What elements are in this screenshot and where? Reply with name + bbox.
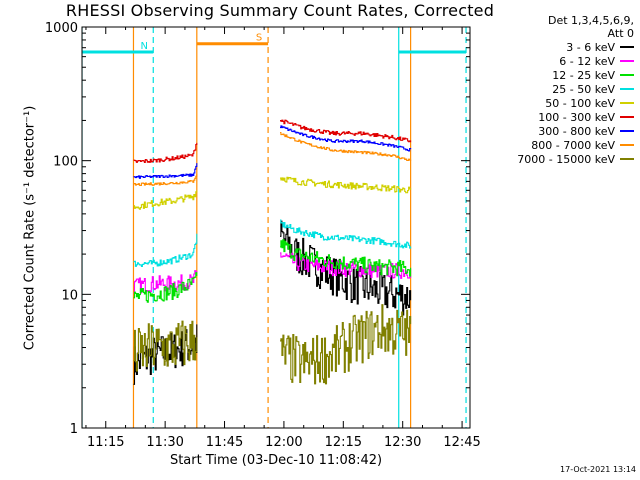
x-tick-label-3: 12:00 [265, 435, 302, 450]
legend-item-5: 100 - 300 keV [474, 110, 634, 124]
legend-label: 25 - 50 keV [552, 82, 615, 96]
legend-item-0: 3 - 6 keV [474, 40, 634, 54]
series-line-5-segment-0 [133, 142, 198, 164]
legend-label: 3 - 6 keV [566, 40, 615, 54]
x-tick-label-5: 12:30 [384, 435, 421, 450]
legend-item-6: 300 - 800 keV [474, 124, 634, 138]
legend-item-8: 7000 - 15000 keV [474, 152, 634, 166]
legend-swatch [620, 130, 634, 132]
legend-label: 6 - 12 keV [559, 54, 615, 68]
legend-label: 100 - 300 keV [538, 110, 615, 124]
legend-label: 50 - 100 keV [545, 96, 615, 110]
legend-swatch [620, 144, 634, 146]
legend-item-1: 6 - 12 keV [474, 54, 634, 68]
y-tick-label-3: 1000 [45, 21, 78, 36]
legend-swatch [620, 102, 634, 104]
series-line-6-segment-0 [133, 163, 198, 179]
legend-label: 7000 - 15000 keV [517, 152, 615, 166]
legend-item-2: 12 - 25 keV [474, 68, 634, 82]
x-tick-label-6: 12:45 [443, 435, 480, 450]
timestamp: 17-Oct-2021 13:14 [560, 465, 636, 474]
x-tick-label-4: 12:15 [325, 435, 362, 450]
legend-label: 800 - 7000 keV [531, 138, 615, 152]
series-line-6-segment-1 [280, 125, 412, 152]
legend-rows: 3 - 6 keV 6 - 12 keV 12 - 25 keV 25 - 50 ke… [474, 40, 634, 166]
chart-title: RHESSI Observing Summary Count Rates, Co… [65, 1, 495, 20]
x-tick-label-0: 11:15 [87, 435, 124, 450]
series-line-1-segment-1 [280, 252, 412, 279]
legend-swatch [620, 60, 634, 62]
y-tick-label-1: 10 [61, 288, 78, 303]
flag-label-1: S [256, 33, 262, 44]
legend-swatch [620, 46, 634, 48]
y-axis-label: Corrected Count Rate (s⁻¹ detector⁻¹) [22, 105, 38, 351]
series-line-7-segment-0 [133, 173, 198, 187]
series-line-4-segment-0 [133, 190, 198, 210]
legend-item-4: 50 - 100 keV [474, 96, 634, 110]
legend-item-7: 800 - 7000 keV [474, 138, 634, 152]
series-line-8-segment-0 [133, 320, 198, 372]
series-line-2-segment-0 [133, 272, 198, 303]
legend-swatch [620, 74, 634, 76]
legend-label: 12 - 25 keV [552, 68, 615, 82]
x-tick-label-1: 11:30 [146, 435, 183, 450]
legend-item-3: 25 - 50 keV [474, 82, 634, 96]
series-line-4-segment-1 [280, 176, 412, 194]
series-line-7-segment-1 [280, 131, 412, 161]
series-line-3-segment-0 [133, 233, 198, 267]
x-tick-label-2: 11:45 [206, 435, 243, 450]
x-axis-label: Start Time (03-Dec-10 11:08:42) [169, 453, 383, 468]
series-line-0-segment-1 [280, 220, 412, 316]
legend-swatch [620, 158, 634, 160]
y-tick-label-0: 1 [70, 422, 78, 437]
legend-header-attenuator: Att 0 [607, 27, 634, 40]
plot-frame [81, 26, 471, 429]
legend-label: 300 - 800 keV [538, 124, 615, 138]
legend-header-detectors: Det 1,3,4,5,6,9, [547, 14, 634, 27]
legend-swatch [620, 116, 634, 118]
flag-label-0: N [141, 41, 148, 52]
series-line-3-segment-1 [280, 219, 412, 249]
legend-swatch [620, 88, 634, 90]
series-line-5-segment-1 [280, 119, 412, 143]
legend: Det 1,3,4,5,6,9, Att 0 3 - 6 keV 6 - 12 k… [474, 14, 634, 166]
y-tick-label-2: 100 [53, 155, 78, 170]
series-line-8-segment-1 [280, 304, 412, 385]
series-line-2-segment-1 [280, 239, 412, 277]
